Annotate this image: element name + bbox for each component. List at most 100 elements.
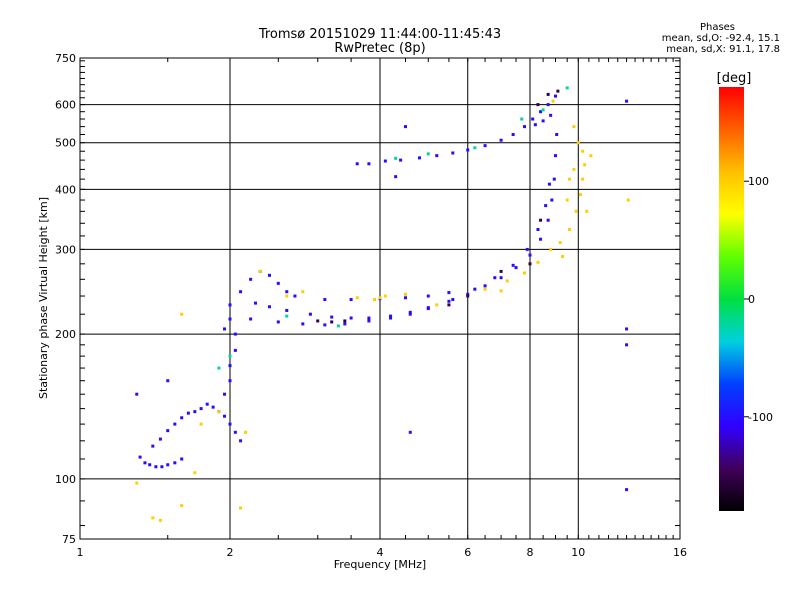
data-point — [199, 422, 203, 426]
y-axis-label: Stationary phase Virtual Height [km] — [37, 197, 50, 399]
data-point — [556, 89, 560, 93]
data-point — [389, 316, 393, 320]
data-point — [367, 316, 371, 320]
data-point — [565, 86, 569, 90]
data-point — [233, 430, 237, 434]
x-tick-label: 16 — [673, 546, 687, 559]
data-point — [330, 315, 334, 319]
data-point — [451, 298, 455, 302]
data-point — [417, 156, 421, 160]
data-point — [193, 471, 197, 475]
data-point — [426, 294, 430, 298]
data-point — [528, 262, 532, 266]
data-point — [574, 209, 578, 213]
data-point — [578, 193, 582, 197]
data-point — [473, 287, 477, 291]
data-point — [403, 296, 407, 300]
data-point — [541, 108, 545, 112]
x-axis-label: Frequency [MHz] — [334, 558, 426, 571]
data-point — [367, 162, 371, 166]
data-point — [228, 422, 232, 426]
data-point — [531, 117, 535, 121]
data-point — [585, 209, 589, 213]
x-tick-label: 8 — [527, 546, 534, 559]
data-point — [544, 204, 548, 208]
data-point — [473, 146, 477, 150]
y-tick-label: 750 — [55, 52, 76, 65]
data-point — [285, 308, 289, 312]
data-point — [451, 151, 455, 155]
data-point — [373, 298, 377, 302]
data-point — [158, 437, 162, 441]
phases-header: Phases — [699, 22, 736, 33]
data-point — [435, 303, 439, 307]
data-point — [466, 292, 470, 296]
data-point — [135, 481, 139, 485]
data-point — [558, 241, 562, 245]
data-point — [389, 314, 393, 318]
data-point — [528, 253, 532, 257]
data-point — [285, 294, 289, 298]
data-point — [228, 303, 232, 307]
data-point — [166, 379, 170, 383]
data-point — [549, 247, 553, 251]
data-point — [205, 402, 209, 406]
data-point — [546, 218, 550, 222]
y-tick-label: 500 — [55, 137, 76, 150]
axis-ticks: 1 2 4 6 8 10 16 75 100 200 300 400 500 600 750 — [55, 52, 687, 559]
data-point — [466, 148, 470, 152]
data-point — [625, 488, 629, 492]
data-point — [565, 198, 569, 202]
data-point — [536, 228, 540, 231]
data-point — [499, 276, 503, 280]
colorbar-tick-label: 100 — [748, 175, 769, 188]
data-point — [308, 312, 312, 316]
data-point — [572, 125, 576, 129]
data-point — [625, 99, 629, 103]
data-point — [399, 158, 403, 162]
data-point — [151, 444, 155, 448]
data-point — [166, 463, 170, 467]
x-tick-label: 4 — [377, 546, 384, 559]
data-point — [523, 125, 527, 129]
data-point — [166, 429, 170, 433]
data-point — [541, 119, 545, 123]
data-point — [553, 94, 557, 98]
data-point — [276, 320, 280, 324]
data-point — [355, 162, 359, 166]
y-tick-label: 600 — [55, 99, 76, 112]
x-tick-label: 6 — [464, 546, 471, 559]
data-point — [546, 92, 550, 96]
chart-title: Tromsø 20151029 11:44:00-11:45:43 — [258, 27, 502, 42]
data-point — [233, 348, 237, 352]
data-point — [223, 414, 227, 418]
data-point — [447, 291, 451, 295]
data-point — [223, 327, 227, 331]
data-point — [217, 366, 221, 370]
colorbar-ticks: 100 0 -100 — [744, 175, 773, 424]
data-point — [552, 177, 556, 181]
data-point — [394, 175, 398, 179]
data-point — [258, 269, 262, 273]
data-point — [499, 269, 503, 273]
data-point — [408, 310, 412, 314]
data-point — [426, 152, 430, 156]
data-point — [267, 305, 271, 309]
data-point — [173, 422, 177, 426]
data-point — [403, 125, 407, 129]
data-point — [253, 301, 257, 305]
data-point — [180, 416, 184, 420]
y-tick-label: 75 — [62, 533, 76, 546]
data-point — [151, 516, 155, 520]
data-point — [211, 405, 215, 409]
data-point — [267, 273, 271, 277]
data-point — [301, 322, 305, 326]
data-point — [567, 177, 571, 181]
data-point — [336, 324, 340, 328]
data-point — [323, 323, 327, 327]
data-point — [536, 103, 540, 107]
data-point — [135, 392, 139, 396]
data-point — [435, 154, 439, 158]
data-point — [180, 504, 184, 508]
data-point — [447, 299, 451, 303]
